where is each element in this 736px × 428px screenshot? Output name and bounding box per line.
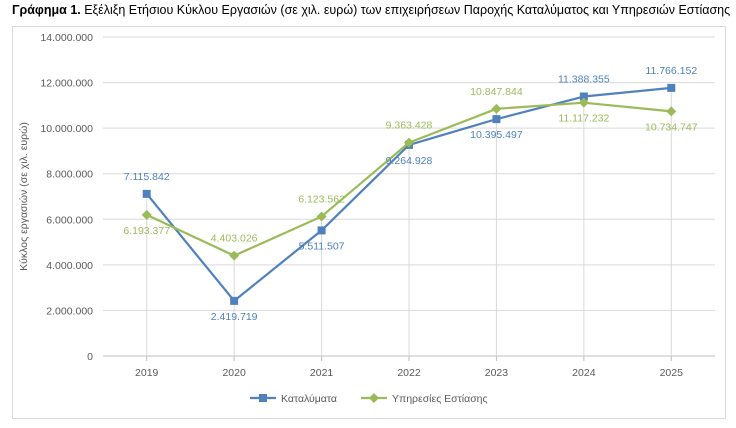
chart-frame: [12, 26, 726, 419]
x-tick-label: 2025: [660, 367, 684, 379]
data-point-marker: [404, 137, 414, 148]
x-tick-label: 2022: [397, 367, 421, 379]
caption-prefix: Γράφημα 1.: [12, 3, 81, 17]
legend-label: Υπηρεσίες Εστίασης: [392, 393, 488, 405]
y-tick-label: 4.000.000: [46, 260, 93, 272]
data-label: 2.419.719: [211, 311, 258, 323]
x-tick-label: 2023: [485, 367, 509, 379]
data-label: 11.117.232: [558, 113, 609, 125]
y-tick-label: 2.000.000: [46, 305, 93, 317]
y-tick-label: 12.000.000: [40, 78, 93, 90]
data-label: 7.115.842: [124, 171, 170, 183]
data-label: 11.766.152: [645, 65, 697, 77]
legend-marker: [368, 393, 379, 403]
data-label: 9.363.428: [386, 120, 433, 132]
y-axis-title: Κύκλος εργασιών (σε χιλ. ευρώ): [18, 122, 30, 271]
y-tick-label: 10.000.000: [40, 123, 93, 135]
legend-marker: [259, 394, 267, 402]
data-point-marker: [492, 115, 501, 124]
data-label: 4.403.026: [211, 233, 258, 245]
data-point-marker: [141, 209, 152, 220]
data-point-marker: [491, 103, 502, 114]
chart-caption: Γράφημα 1. Εξέλιξη Ετήσιου Κύκλου Εργασι…: [12, 3, 730, 17]
data-point-marker: [578, 97, 589, 108]
data-label: 11.388.355: [558, 74, 610, 86]
data-label: 10.847.844: [470, 86, 523, 98]
x-tick-label: 2021: [310, 367, 334, 379]
x-tick-label: 2024: [572, 367, 596, 379]
data-point-marker: [667, 83, 676, 92]
data-label: 6.123.562: [298, 193, 345, 205]
y-tick-label: 0: [87, 351, 93, 363]
data-point-marker: [316, 211, 327, 222]
data-label: 10.395.497: [470, 129, 523, 141]
data-label: 5.511.507: [299, 240, 345, 252]
data-point-marker: [666, 106, 677, 117]
x-tick-label: 2019: [135, 367, 159, 379]
data-label: 6.193.377: [123, 225, 170, 237]
x-tick-label: 2020: [222, 367, 246, 379]
data-point-marker: [230, 296, 239, 305]
y-tick-label: 14.000.000: [40, 32, 93, 44]
data-point-marker: [229, 250, 240, 261]
legend-label: Καταλύματα: [281, 393, 337, 405]
data-label: 10.734.747: [645, 121, 698, 133]
y-tick-label: 8.000.000: [46, 169, 93, 181]
data-point-marker: [579, 92, 588, 101]
caption-text: Εξέλιξη Ετήσιου Κύκλου Εργασιών (σε χιλ.…: [80, 3, 731, 17]
data-point-marker: [142, 189, 151, 198]
data-label: 9.264.928: [386, 155, 433, 167]
data-point-marker: [317, 226, 326, 235]
y-tick-label: 6.000.000: [46, 214, 93, 226]
